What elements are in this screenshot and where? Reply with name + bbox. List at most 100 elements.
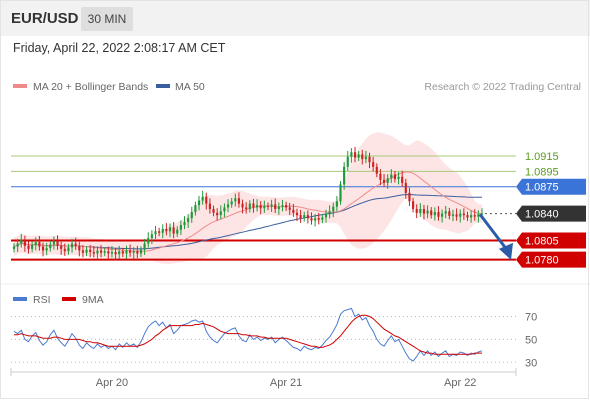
candle-body [245,207,248,209]
candle-body [85,249,88,253]
candle-body [455,214,458,217]
candle-body [70,243,74,248]
candle-body [462,213,465,216]
candle-body [466,215,469,218]
candle-body [255,205,259,208]
candle-body [328,211,331,215]
candle-body [295,212,299,216]
candle-body [172,227,175,234]
candle-body [306,215,309,219]
rsi-legend-label: RSI [33,294,51,306]
candle-body [448,211,451,216]
candle-body [129,250,132,253]
candle-body [314,218,317,221]
candle-body [12,246,16,249]
candle-body [147,238,150,244]
candle-body [187,218,190,223]
candle-body [303,215,306,219]
candle-body [477,214,480,217]
rsi-ma-legend-swatch [62,297,76,301]
timeframe-button[interactable]: 30 MIN [81,7,133,31]
candle-body [78,245,81,251]
candle-body [285,205,288,208]
candle-body [107,251,110,254]
candle-body [226,204,230,208]
candle-body [45,248,48,251]
ma50-legend-swatch [156,84,170,88]
candle-body [292,209,295,213]
candle-body [223,207,226,212]
candle-body [194,205,197,213]
candle-body [411,201,415,209]
candle-body [357,154,360,158]
candle-body [266,205,270,207]
candle-body [281,205,284,207]
rsi-ma-legend-label: 9MA [82,294,104,306]
candle-body [248,203,251,209]
candle-body [480,213,484,215]
candle-body [259,205,262,209]
projection-arrow-head [499,242,513,260]
candle-body [110,251,114,254]
rsi-tick-30: 30 [525,357,537,369]
candle-body [23,239,26,246]
candle-body [139,249,143,254]
candle-body [364,156,367,160]
level-tag-1-0875 [516,178,586,195]
candle-body [382,179,386,183]
candle-body [430,210,433,216]
candle-body [274,204,277,209]
candle-body [361,154,364,160]
level-label-1-0780: 1.0780 [525,255,559,267]
candle-body [408,192,411,202]
candle-body [34,242,37,246]
ma20-legend-label: MA 20 + Bollinger Bands [33,81,148,93]
candle-body [31,245,34,249]
candle-body [270,204,273,207]
candle-body [241,203,244,208]
candle-body [212,209,215,213]
candle-body [379,173,382,180]
candle-body [437,212,440,217]
candle-body [353,152,357,158]
candle-body [74,243,77,246]
candle-body [63,248,66,252]
candle-body [41,246,45,251]
candle-body [343,166,346,185]
candle-body [350,152,353,157]
candle-body [252,203,255,208]
candle-body [219,211,222,216]
candle-body [332,206,335,212]
candle-body [310,218,313,221]
candle-body [190,212,193,219]
bollinger-band [14,132,482,265]
candle-body [158,231,161,233]
level-label-1-0875: 1.0875 [525,182,559,194]
candle-body [393,174,397,180]
rsi-legend-swatch [13,297,27,301]
candle-body [324,214,328,218]
candle-body [27,245,30,249]
level-tag-1-0840 [516,205,586,222]
candle-body [38,242,41,247]
rsi-tick-50: 50 [525,334,537,346]
candle-body [321,217,324,220]
candle-body [317,218,320,220]
candle-body [441,213,444,217]
candle-body [419,209,422,213]
candle-body [339,184,342,202]
candle-body [230,201,233,205]
x-tick-label: Apr 21 [270,377,302,389]
candle-body [444,211,447,214]
candle-body [470,215,473,218]
candle-body [121,251,124,254]
x-tick-label: Apr 20 [96,377,128,389]
copyright-label: Research © 2022 Trading Central [424,81,581,93]
candle-body [20,239,23,244]
candle-body [81,250,85,253]
candle-body [415,209,418,213]
candle-body [150,234,153,239]
chart-header: EUR/USD 30 MIN [0,0,590,36]
candle-body [335,201,338,207]
